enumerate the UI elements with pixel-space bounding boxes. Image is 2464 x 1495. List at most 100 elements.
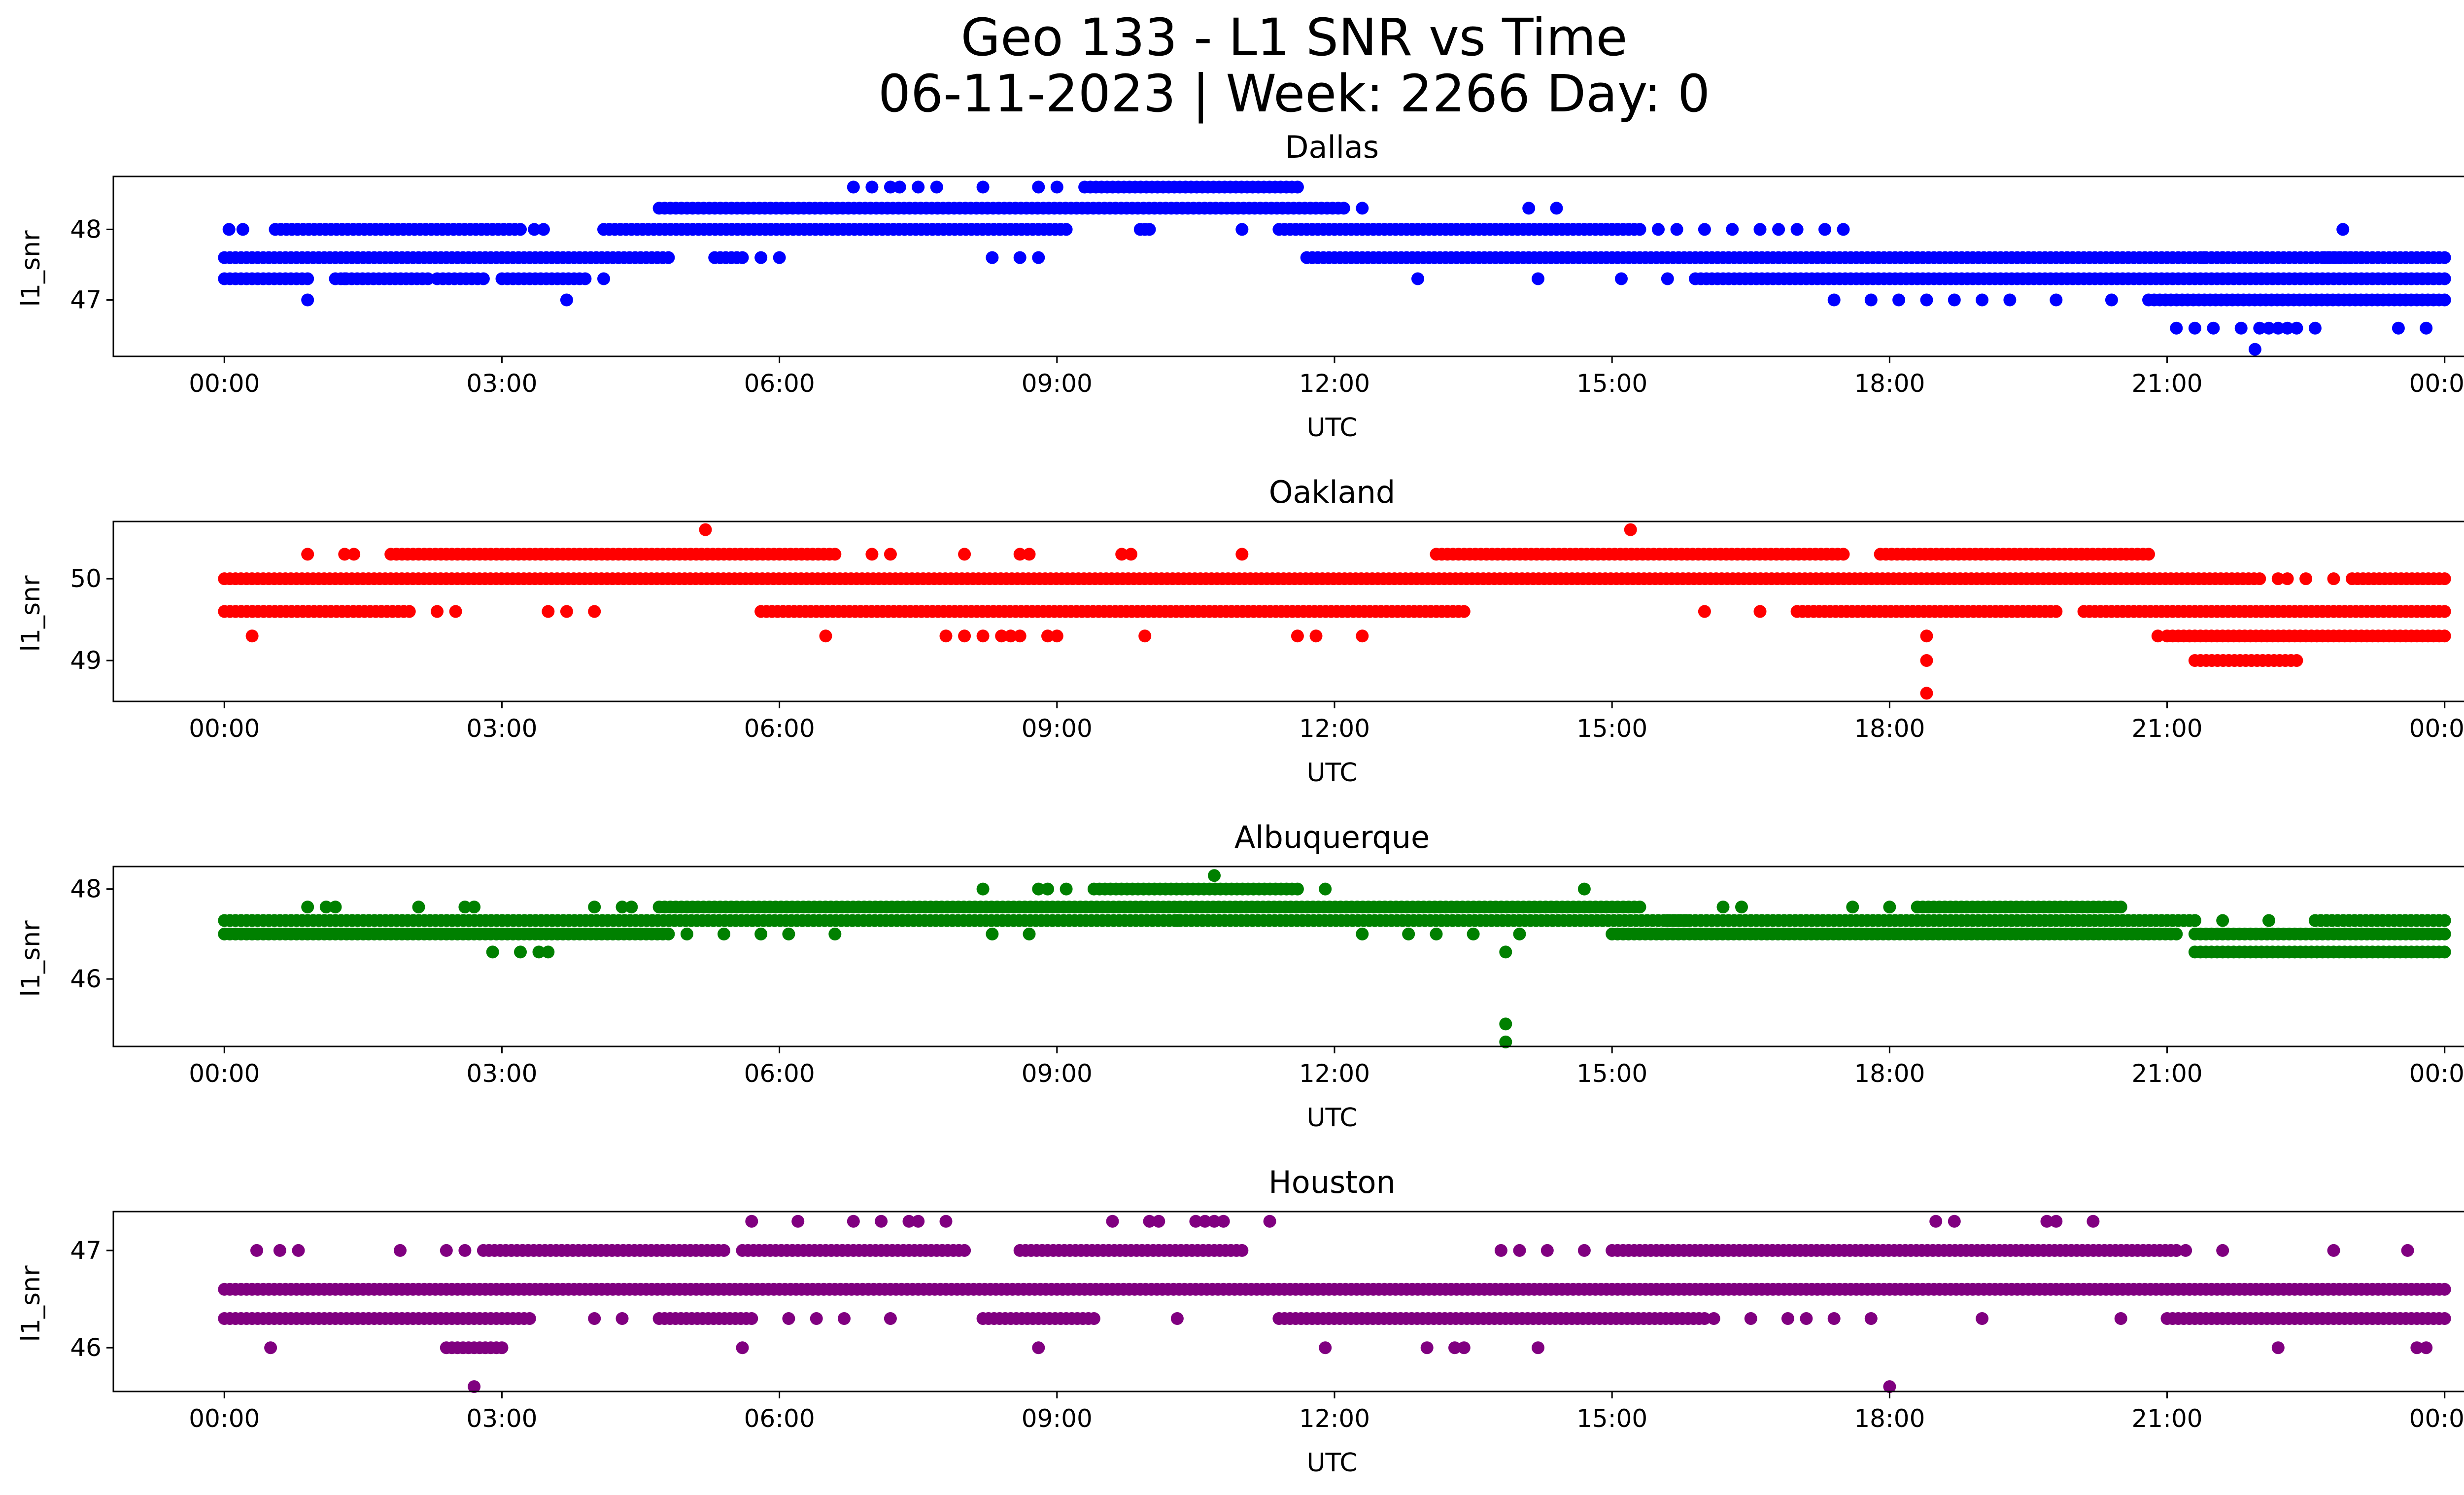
data-point: [2299, 572, 2313, 586]
x-tick-label: 15:00: [1576, 1404, 1647, 1433]
data-point: [939, 1215, 953, 1228]
data-point: [1198, 1215, 1212, 1228]
data-point: [865, 180, 879, 194]
x-tick-label: 00:00: [189, 369, 260, 398]
x-tick-label: 00:00: [189, 1404, 260, 1433]
y-tick-label: 47: [70, 285, 102, 314]
data-point: [1050, 180, 1063, 194]
axes: 00:00 03:00 06:00 09:00 12:00 15:00 18:00 21:00…: [70, 521, 2464, 743]
y-tick-label: 48: [70, 215, 102, 243]
y-axis-label: l1_snr: [16, 1265, 46, 1342]
data-point: [588, 1312, 601, 1325]
data-point: [773, 251, 786, 264]
data-point: [1532, 1341, 1544, 1355]
x-tick-label: 18:00: [1854, 1059, 1925, 1088]
x-tick-label: 06:00: [744, 714, 815, 743]
data-point: [449, 605, 462, 618]
data-point: [1499, 945, 1512, 959]
data-point: [2327, 1244, 2340, 1257]
data-point: [560, 293, 573, 307]
data-point: [1420, 1341, 1434, 1355]
data-point: [1790, 223, 1804, 236]
data-point: [1138, 629, 1152, 643]
data-point: [1170, 914, 1184, 927]
data-point: [2234, 321, 2248, 335]
data-point: [2290, 321, 2303, 335]
data-point: [736, 1341, 749, 1355]
data-point-band-2: [403, 605, 416, 618]
data-point: [1883, 1380, 1896, 1393]
data-point: [1235, 223, 1249, 236]
data-point: [1319, 882, 1332, 896]
data-point: [745, 1215, 758, 1228]
data-point: [1698, 223, 1711, 236]
data-point: [1920, 293, 1933, 307]
subplot-title: Dallas: [1285, 129, 1379, 165]
data-point-band-6: [2114, 901, 2127, 914]
figure-title-line2: 06-11-2023 | Week: 2266 Day: 0: [878, 64, 1710, 124]
data-point: [1032, 1341, 1045, 1355]
data-point: [532, 945, 546, 959]
data-point: [458, 901, 472, 914]
data-point-band-3: [1291, 882, 1304, 896]
data-point: [1189, 1215, 1202, 1228]
data-point: [1976, 1312, 1989, 1325]
x-axis-label: UTC: [1306, 413, 1357, 443]
data-point: [301, 901, 314, 914]
data-point: [1125, 548, 1137, 561]
data-point: [292, 1244, 305, 1257]
data-point: [1744, 1312, 1757, 1325]
data-point: [2336, 223, 2350, 236]
data-point: [1356, 927, 1369, 940]
data-point: [1800, 1312, 1813, 1325]
data-point-band-15: [2355, 251, 2368, 264]
data-point: [1143, 1215, 1156, 1228]
data-point: [884, 180, 897, 194]
data-point: [1457, 1341, 1471, 1355]
data-point: [616, 1312, 629, 1325]
data-point: [2248, 343, 2261, 356]
data-point: [1004, 629, 1017, 643]
data-point: [718, 927, 730, 940]
data-point: [1707, 1312, 1720, 1325]
data-point: [1716, 901, 1730, 914]
data-point: [431, 605, 444, 618]
y-axis-label: l1_snr: [16, 230, 46, 307]
x-tick-label: 00:00: [2409, 1059, 2464, 1088]
data-point: [1106, 1215, 1119, 1228]
x-tick-label: 09:00: [1022, 369, 1093, 398]
data-point: [1864, 1312, 1878, 1325]
data-point: [1652, 223, 1665, 236]
data-point: [486, 945, 499, 959]
subplot-dallas: Dallas l1_snr UTC 00:00 03:00 06:00 09:00 12…: [16, 129, 2464, 443]
data-point: [1291, 629, 1304, 643]
data-point: [995, 629, 1008, 643]
data-point: [2003, 293, 2017, 307]
data-point: [1577, 882, 1591, 896]
data-point: [560, 605, 573, 618]
data-point: [2197, 251, 2211, 264]
data-point-band-7: [1698, 1312, 1711, 1325]
x-tick-label: 00:00: [2409, 1404, 2464, 1433]
data-point: [458, 1244, 472, 1257]
data-point: [1208, 869, 1221, 882]
x-tick-label: 12:00: [1299, 369, 1370, 398]
data-point: [2050, 293, 2063, 307]
data-point: [828, 927, 842, 940]
x-tick-label: 06:00: [744, 1404, 815, 1433]
x-axis-label: UTC: [1306, 1103, 1357, 1133]
data-point: [264, 1341, 277, 1355]
data-point: [754, 927, 768, 940]
data-point: [319, 901, 333, 914]
data-point: [1698, 605, 1711, 618]
data-point: [2216, 251, 2229, 264]
data-point: [884, 1312, 897, 1325]
data-point-band-10: [2290, 654, 2303, 667]
x-axis-label: UTC: [1306, 758, 1357, 788]
data-point: [2244, 251, 2257, 264]
data-point: [528, 223, 541, 236]
data-point: [1499, 1017, 1512, 1031]
data-point: [1032, 180, 1045, 194]
data-point: [976, 882, 990, 896]
data-point: [588, 605, 601, 618]
